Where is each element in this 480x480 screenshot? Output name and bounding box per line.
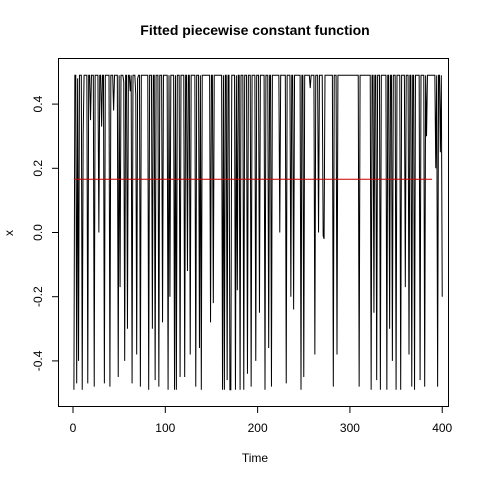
y-tick-label: -0.4 [31,350,45,371]
y-tick-label: 0.0 [31,224,45,241]
x-axis-label: Time [242,451,269,465]
series-line-observed [73,74,443,391]
y-axis: -0.4 -0.2 0.0 0.2 0.4 [31,95,59,371]
x-tick-label: 400 [432,421,452,435]
y-tick-label: 0.2 [31,160,45,177]
x-tick-label: 0 [70,421,77,435]
x-tick-label: 300 [340,421,360,435]
y-tick-label: -0.2 [31,286,45,307]
x-tick-label: 100 [155,421,175,435]
y-axis-label: x [2,230,16,236]
x-tick-label: 200 [248,421,268,435]
chart-title: Fitted piecewise constant function [140,22,369,38]
y-tick-label: 0.4 [31,95,45,112]
x-axis: 0 100 200 300 400 [70,406,453,435]
series-layer [73,74,443,391]
